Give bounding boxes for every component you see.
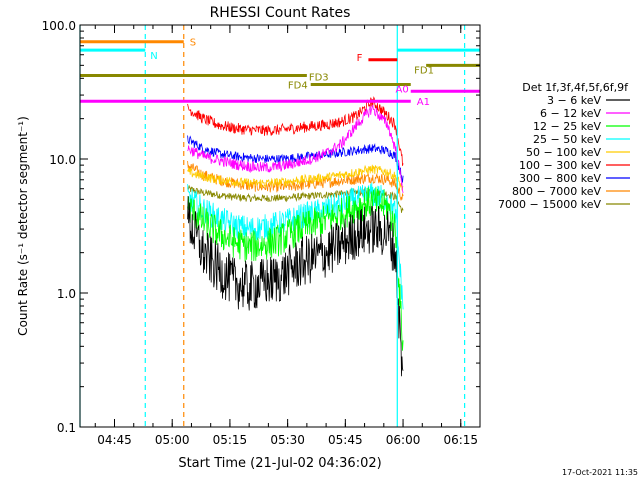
timestamp: 17-Oct-2021 11:35 xyxy=(562,468,638,477)
interval-bar-label-8: A1 xyxy=(417,97,430,108)
y-tick-label-1: 0.1 xyxy=(57,421,76,435)
plot-frame xyxy=(79,24,481,428)
interval-bar-label-5: FD3 xyxy=(309,72,329,83)
interval-bar-label-2: N xyxy=(150,51,157,62)
series-line-7 xyxy=(187,135,404,183)
y-tick-label-3: 10.0 xyxy=(49,153,76,167)
legend-label-7: 300 − 800 keV xyxy=(519,172,601,185)
interval-bar-label-3: F xyxy=(357,53,363,64)
x-tick-label-3: 05:15 xyxy=(213,433,248,447)
legend-title: Det 1f,3f,4f,5f,6f,9f xyxy=(522,81,629,94)
x-tick-label-6: 06:00 xyxy=(386,433,421,447)
axis-layer: 0.1 1.0 10.0 100.0 04:45 05:00 05:15 05:30 05:45… xyxy=(42,19,481,447)
y-axis-label: Count Rate (s⁻¹ detector segment⁻¹) xyxy=(16,116,30,336)
chart-title: RHESSI Count Rates xyxy=(210,5,351,21)
legend-label-4: 25 − 50 keV xyxy=(533,133,601,146)
interval-bar-label-6: FD4 xyxy=(288,80,308,91)
series-line-2 xyxy=(187,104,404,193)
legend-label-1: 3 − 6 keV xyxy=(547,94,601,107)
x-tick-label-2: 05:00 xyxy=(155,433,190,447)
x-tick-label-4: 05:30 xyxy=(270,433,305,447)
interval-bar-label-1: S xyxy=(190,38,196,49)
legend-label-9: 7000 − 15000 keV xyxy=(498,198,601,211)
interval-bar-label-4: FD1 xyxy=(414,65,434,76)
series-line-8 xyxy=(187,160,404,201)
interval-bar-label-7: A0 xyxy=(396,84,409,95)
legend-label-6: 100 − 300 keV xyxy=(519,159,601,172)
legend-label-3: 12 − 25 keV xyxy=(533,120,601,133)
series-layer xyxy=(187,96,404,377)
y-tick-label-2: 1.0 xyxy=(57,287,76,301)
legend-label-8: 800 − 7000 keV xyxy=(512,185,601,198)
x-tick-label-5: 05:45 xyxy=(328,433,363,447)
series-line-5 xyxy=(187,164,404,191)
x-tick-label-1: 04:45 xyxy=(97,433,132,447)
series-line-3 xyxy=(187,186,404,351)
series-line-1 xyxy=(187,195,404,377)
legend-label-2: 6 − 12 keV xyxy=(540,107,601,120)
x-tick-label-7: 06:15 xyxy=(443,433,478,447)
legend-label-5: 50 − 100 keV xyxy=(526,146,601,159)
y-tick-label-4: 100.0 xyxy=(42,19,76,33)
x-axis-label: Start Time (21-Jul-02 04:36:02) xyxy=(178,456,381,471)
